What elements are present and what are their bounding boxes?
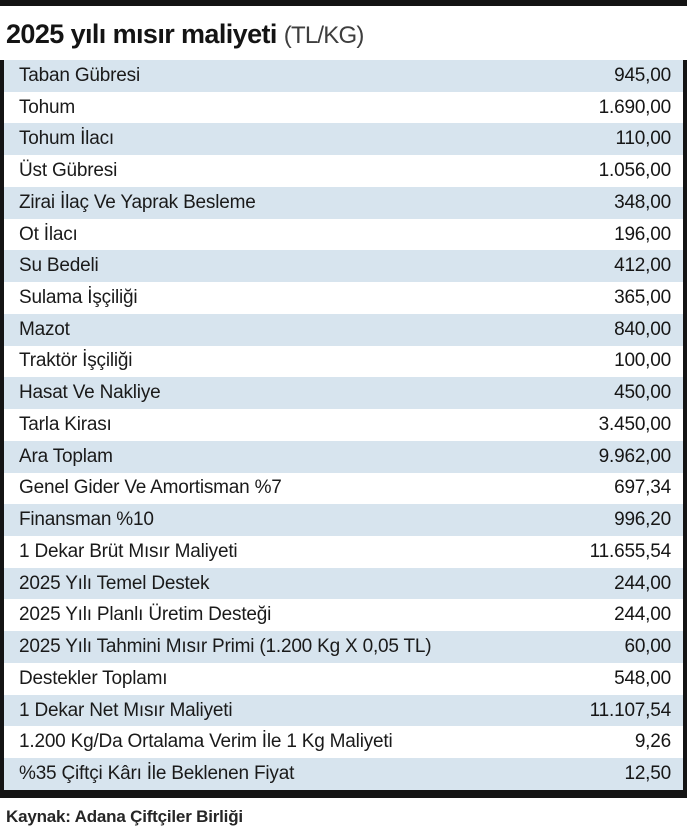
source-credit: Kaynak: Adana Çiftçiler Birliği <box>6 806 243 826</box>
cost-table: Taban Gübresi 945,00 Tohum 1.690,00 Tohum İl… <box>0 60 687 790</box>
table-row: 1 Dekar Net Mısır Maliyeti 11.107,54 <box>4 694 683 727</box>
row-label: Mazot <box>19 318 70 340</box>
chart-title: 2025 yılı mısır maliyeti <box>6 19 277 49</box>
table-row: Ot İlacı 196,00 <box>4 218 683 251</box>
table-row: Su Bedeli 412,00 <box>4 250 683 283</box>
table-row: Tarla Kirası 3.450,00 <box>4 409 683 441</box>
row-value: 945,00 <box>614 64 671 86</box>
row-value: 244,00 <box>614 572 671 594</box>
row-value: 1.056,00 <box>598 160 672 182</box>
table-row: Mazot 840,00 <box>4 313 683 346</box>
row-label: Finansman %10 <box>19 509 154 531</box>
table-row: Traktör İşçiliği 100,00 <box>4 345 683 378</box>
table-row: Destekler Toplamı 548,00 <box>4 662 683 695</box>
table-row: 2025 Yılı Planlı Üretim Desteği 244,00 <box>4 599 683 632</box>
table-row: Genel Gider Ve Amortisman %7 697,34 <box>4 472 683 505</box>
row-value: 548,00 <box>614 667 671 689</box>
row-value: 1.690,00 <box>598 96 672 118</box>
row-label: 2025 Yılı Planlı Üretim Desteği <box>19 604 272 626</box>
row-value: 840,00 <box>614 318 671 340</box>
table-row: Zirai İlaç Ve Yaprak Besleme 348,00 <box>4 186 683 219</box>
table-row: %35 Çiftçi Kârı İle Beklenen Fiyat 12,50 <box>4 758 683 790</box>
row-label: 2025 Yılı Temel Destek <box>19 572 210 594</box>
table-row: Sulama İşçiliği 365,00 <box>4 282 683 314</box>
bottom-rule <box>0 789 687 798</box>
top-rule <box>0 0 687 6</box>
row-label: 1.200 Kg/Da Ortalama Verim İle 1 Kg Mali… <box>19 731 393 753</box>
row-value: 9.962,00 <box>598 445 672 467</box>
table-row: 2025 Yılı Tahmini Mısır Primi (1.200 Kg … <box>4 631 683 663</box>
row-value: 365,00 <box>614 287 671 308</box>
row-value: 11.107,54 <box>589 699 672 721</box>
row-value: 110,00 <box>615 128 671 150</box>
row-label: Ara Toplam <box>19 445 113 467</box>
row-value: 11.655,54 <box>589 540 672 562</box>
table-row: Taban Gübresi 945,00 <box>4 60 683 92</box>
row-label: 2025 Yılı Tahmini Mısır Primi (1.200 Kg … <box>19 636 432 658</box>
row-label: Destekler Toplamı <box>19 667 168 689</box>
row-value: 60,00 <box>624 636 671 658</box>
row-value: 348,00 <box>614 191 671 213</box>
row-label: Üst Gübresi <box>19 160 118 182</box>
row-label: Genel Gider Ve Amortisman %7 <box>19 477 282 499</box>
row-label: Tarla Kirası <box>19 413 112 435</box>
row-label: %35 Çiftçi Kârı İle Beklenen Fiyat <box>19 763 295 785</box>
row-value: 100,00 <box>614 350 671 372</box>
row-label: Traktör İşçiliği <box>19 350 133 372</box>
row-label: 1 Dekar Brüt Mısır Maliyeti <box>19 540 238 562</box>
row-label: Tohum <box>19 96 76 118</box>
table-row: Tohum 1.690,00 <box>4 91 683 124</box>
row-label: Taban Gübresi <box>19 64 140 86</box>
row-value: 996,20 <box>614 509 671 531</box>
row-label: Su Bedeli <box>19 255 99 277</box>
table-row: Üst Gübresi 1.056,00 <box>4 155 683 187</box>
row-value: 244,00 <box>614 604 671 626</box>
row-value: 412,00 <box>614 255 671 277</box>
row-value: 450,00 <box>614 382 671 404</box>
table-row: Ara Toplam 9.962,00 <box>4 440 683 473</box>
row-value: 3.450,00 <box>598 413 672 435</box>
row-value: 697,34 <box>614 477 671 499</box>
table-row: Finansman %10 996,20 <box>4 504 683 537</box>
row-label: Ot İlacı <box>19 223 78 245</box>
chart-unit-label: (TL/KG) <box>283 22 365 49</box>
table-row: 2025 Yılı Temel Destek 244,00 <box>4 567 683 600</box>
row-label: Zirai İlaç Ve Yaprak Besleme <box>19 191 256 213</box>
chart-header: 2025 yılı mısır maliyeti (TL/KG) <box>0 6 687 60</box>
row-label: 1 Dekar Net Mısır Maliyeti <box>19 699 233 721</box>
row-value: 196,00 <box>614 223 671 245</box>
row-label: Sulama İşçiliği <box>19 287 138 308</box>
table-row: 1 Dekar Brüt Mısır Maliyeti 11.655,54 <box>4 536 683 568</box>
table-row: 1.200 Kg/Da Ortalama Verim İle 1 Kg Mali… <box>4 726 683 759</box>
table-row: Hasat Ve Nakliye 450,00 <box>4 377 683 410</box>
row-value: 12,50 <box>624 763 671 785</box>
row-label: Hasat Ve Nakliye <box>19 382 161 404</box>
row-value: 9,26 <box>634 731 671 753</box>
table-row: Tohum İlacı 110,00 <box>4 123 683 156</box>
row-label: Tohum İlacı <box>19 128 114 150</box>
